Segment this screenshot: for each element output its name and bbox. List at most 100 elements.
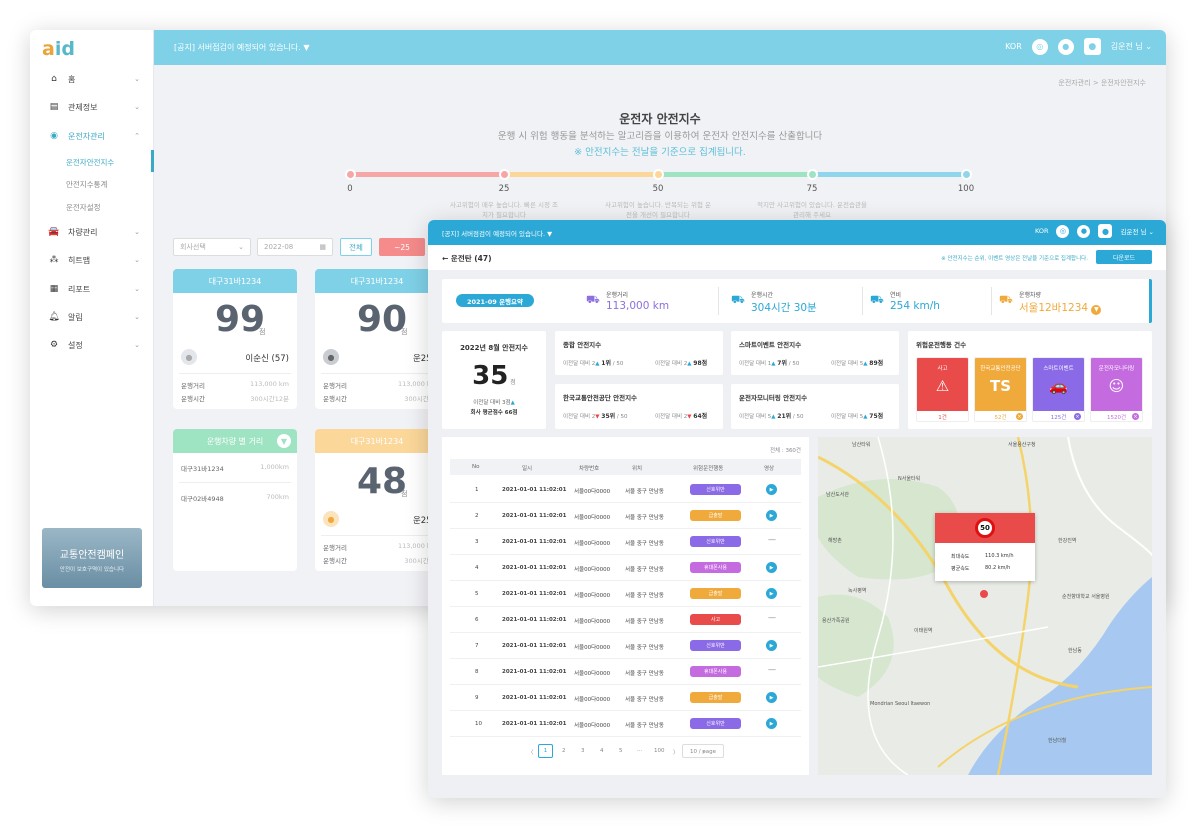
- sidebar-item-heatmap[interactable]: ⁂ 히트맵 ⌄: [49, 255, 141, 265]
- table-row[interactable]: 8 2021-01-01 11:02:01 서울00다0000 서울 중구 만남동 휴대…: [450, 659, 801, 685]
- risk-tag: 신호위반: [690, 484, 741, 495]
- no-video-dash: —: [768, 613, 776, 622]
- warning-icon: ⚠: [935, 377, 950, 395]
- cell-date: 2021-01-01 11:02:01: [502, 617, 567, 623]
- page-ellipsis: ···: [637, 748, 643, 754]
- risk-driver-monitoring[interactable]: 운전자모니터링 ☺ 1520건 ×: [1090, 357, 1143, 422]
- user-avatar-icon[interactable]: ●: [1098, 224, 1113, 238]
- user-avatar-icon[interactable]: ●: [1083, 38, 1101, 55]
- play-video-icon[interactable]: ▶: [766, 718, 777, 729]
- language-selector[interactable]: KOR: [1034, 227, 1049, 235]
- language-selector[interactable]: KOR: [1005, 42, 1022, 51]
- back-button[interactable]: ← 운전탄 (47): [442, 254, 492, 263]
- page-1-button[interactable]: 1: [538, 744, 553, 758]
- summary-badge: 2021-09 운행요약: [456, 294, 534, 307]
- risk-tag: 휴대폰사용: [690, 562, 741, 573]
- driver-name: 운254: [412, 516, 437, 526]
- calendar-icon: ▦: [319, 243, 326, 251]
- sidebar-item-report[interactable]: ▦ 리포트 ⌄: [49, 284, 140, 294]
- sidebar-item-settings[interactable]: ⚙ 설정 ⌄: [49, 340, 140, 350]
- cell-date: 2021-01-01 11:02:01: [502, 721, 567, 727]
- cell-no: 1: [475, 487, 479, 493]
- page-4-button[interactable]: 4: [600, 748, 604, 754]
- table-row[interactable]: 10 2021-01-01 11:02:01 서울00다0000 서울 중구 만남동 신…: [450, 711, 801, 737]
- page-2-button[interactable]: 2: [562, 748, 566, 754]
- table-row[interactable]: 5 2021-01-01 11:02:01 서울00다0000 서울 중구 만남동 급출…: [450, 581, 801, 607]
- submenu-safety-stats[interactable]: 안전지수통계: [66, 180, 108, 189]
- risk-smart-event[interactable]: 스마트이벤트 🚗 125건 ×: [1032, 357, 1085, 422]
- cell-location: 서울 중구 만남동: [625, 515, 664, 521]
- card-score: 99: [215, 299, 266, 340]
- close-icon[interactable]: ×: [1074, 413, 1081, 420]
- chevron-down-icon[interactable]: ▼: [277, 434, 291, 448]
- risk-kotsa[interactable]: 한국교통안전공단 TS 52건 ×: [974, 357, 1027, 422]
- cell-no: 4: [475, 565, 479, 571]
- cell-plate: 서울00다0000: [574, 567, 611, 573]
- header-note: ※ 안전지수는 순위, 이벤트 영상은 전날을 기준으로 집계합니다.: [941, 256, 1088, 262]
- sidebar-item-home[interactable]: ⌂ 홈 ⌄: [30, 68, 154, 90]
- submenu-driver-safety-index[interactable]: 운전자안전지수: [66, 158, 115, 167]
- table-row[interactable]: 4 2021-01-01 11:02:01 서울00다0000 서울 중구 만남동 휴대…: [450, 555, 801, 581]
- cell-plate: 서울00다0000: [574, 619, 611, 625]
- table-row[interactable]: 1 2021-01-01 11:02:01 서울00다0000 서울 중구 만남동 신호…: [450, 477, 801, 503]
- table-row[interactable]: 7 2021-01-01 11:02:01 서울00다0000 서울 중구 만남동 신호…: [450, 633, 801, 659]
- close-icon[interactable]: ×: [1132, 413, 1139, 420]
- cell-date: 2021-01-01 11:02:01: [502, 539, 567, 545]
- event-map[interactable]: 남산타워 남산도서관 N서울타워 한남동 한강진역 이태원역 녹사평역 Mond…: [818, 437, 1152, 775]
- driver-card[interactable]: 대구31바1234 90 점 ● 운254 운행거리 113,000 km 운행…: [315, 269, 439, 409]
- notice-dropdown[interactable]: [공지] 서버점검이 예정되어 있습니다. ▼: [442, 230, 553, 238]
- list-item[interactable]: 대구02바4948: [181, 495, 224, 503]
- notice-dropdown[interactable]: [공지] 서버점검이 예정되어 있습니다. ▼: [174, 43, 310, 52]
- filter-all-button[interactable]: 전체: [340, 238, 372, 256]
- next-page-button[interactable]: 〉: [673, 750, 679, 756]
- page-5-button[interactable]: 5: [619, 748, 623, 754]
- page-size-select[interactable]: 10 / page ⌄: [682, 744, 724, 758]
- page-3-button[interactable]: 3: [581, 748, 585, 754]
- company-select[interactable]: 회사선택 ⌄: [173, 238, 251, 256]
- play-video-icon[interactable]: ▶: [766, 692, 777, 703]
- speed-popup: 50 최대속도 110.3 km/h 평균속도 80.2 km/h: [935, 513, 1035, 581]
- play-video-icon[interactable]: ▶: [766, 588, 777, 599]
- sidebar-item-driver-management[interactable]: ◉ 운전자관리 ⌃: [30, 125, 154, 147]
- bell-icon[interactable]: ●: [1057, 38, 1074, 55]
- risk-accident[interactable]: 사고 ⚠ 1건: [916, 357, 969, 422]
- prev-page-button[interactable]: 〈: [528, 750, 534, 756]
- driver-card[interactable]: 대구31바1234 48 점 ● 운254 운행거리 113,000 km 운행…: [315, 429, 439, 571]
- table-row[interactable]: 6 2021-01-01 11:02:01 서울00다0000 서울 중구 만남동 사고…: [450, 607, 801, 633]
- play-video-icon[interactable]: ▶: [766, 640, 777, 651]
- table-row[interactable]: 9 2021-01-01 11:02:01 서울00다0000 서울 중구 만남동 급출…: [450, 685, 801, 711]
- sidebar-item-vehicles[interactable]: 🚘 차량관리 ⌄: [48, 227, 140, 237]
- play-video-icon[interactable]: ▶: [766, 484, 777, 495]
- close-icon[interactable]: ×: [1016, 413, 1023, 420]
- logo[interactable]: aid: [42, 38, 75, 60]
- avatar: ●: [323, 511, 339, 527]
- kotsa-safety-index: 한국교통안전공단 안전지수 이전달 대비 2▼ 35위 / 50 이전달 대비 …: [555, 384, 723, 429]
- user-menu[interactable]: 김운전 님 ⌄: [1120, 228, 1154, 236]
- user-menu[interactable]: 김운전 님 ⌄: [1110, 42, 1152, 51]
- driver-card[interactable]: 대구31바1234 99 점 ● 이순신 (57) 운행거리 113,000 k…: [173, 269, 297, 409]
- support-icon[interactable]: ◎: [1031, 38, 1048, 55]
- bell-icon[interactable]: ●: [1077, 224, 1091, 238]
- table-row[interactable]: 2 2021-01-01 11:02:01 서울00다0000 서울 중구 만남동 급출…: [450, 503, 801, 529]
- campaign-banner[interactable]: 교통안전캠페인 안전이 보호구역이 있습니다: [42, 528, 142, 588]
- card-score: 48: [357, 461, 408, 502]
- sidebar-item-alerts[interactable]: 🔔︎ 알림 ⌄: [48, 312, 140, 322]
- cell-date: 2021-01-01 11:02:01: [502, 565, 567, 571]
- list-item[interactable]: 대구31바1234: [181, 465, 224, 473]
- download-button[interactable]: 다운로드: [1096, 250, 1152, 264]
- chevron-down-icon: ⌄: [134, 313, 140, 321]
- pagination: 〈 1 2 3 4 5 ··· 100 〉 10 / page ⌄: [442, 744, 809, 760]
- support-icon[interactable]: ◎: [1056, 224, 1070, 238]
- scale-dot: [653, 169, 664, 180]
- sidebar-item-monitoring[interactable]: ▤ 관제정보 ⌄: [49, 102, 140, 112]
- risk-tag: 급출발: [690, 510, 741, 521]
- play-video-icon[interactable]: ▶: [766, 562, 777, 573]
- month-picker[interactable]: 2022-08 ▦: [257, 238, 333, 256]
- filter-under-25-button[interactable]: ~25: [379, 238, 425, 256]
- page-last-button[interactable]: 100: [654, 748, 665, 754]
- submenu-driver-settings[interactable]: 운전자설정: [66, 203, 101, 212]
- table-row[interactable]: 3 2021-01-01 11:02:01 서울00다0000 서울 중구 만남동 신호…: [450, 529, 801, 555]
- play-video-icon[interactable]: ▶: [766, 510, 777, 521]
- driver-name: 이순신 (57): [245, 354, 289, 364]
- vehicle-select[interactable]: 서울12바1234 ▼: [1019, 300, 1102, 315]
